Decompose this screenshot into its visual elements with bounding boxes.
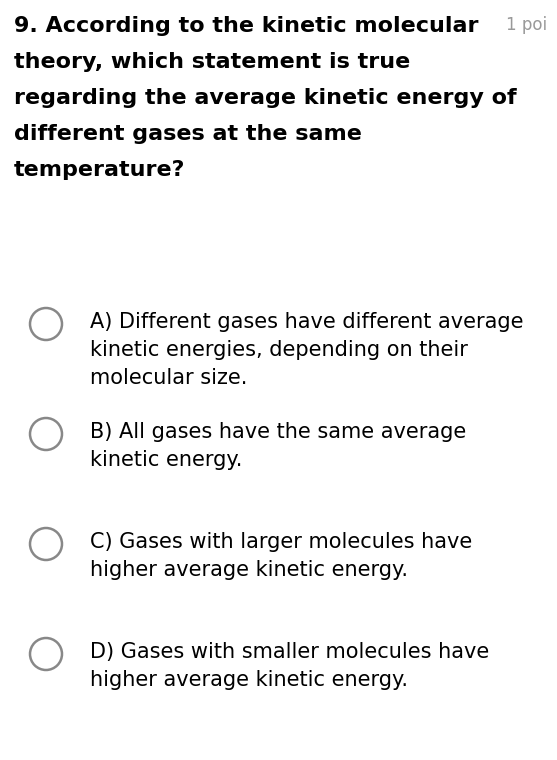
Text: 1 poi: 1 poi [506, 16, 547, 34]
Text: theory, which statement is true: theory, which statement is true [14, 52, 411, 72]
Text: A) Different gases have different average: A) Different gases have different averag… [90, 312, 524, 332]
Text: B) All gases have the same average: B) All gases have the same average [90, 422, 466, 442]
Text: temperature?: temperature? [14, 160, 185, 180]
Text: molecular size.: molecular size. [90, 368, 247, 388]
Text: D) Gases with smaller molecules have: D) Gases with smaller molecules have [90, 642, 489, 662]
Text: higher average kinetic energy.: higher average kinetic energy. [90, 670, 408, 690]
Text: kinetic energy.: kinetic energy. [90, 450, 242, 470]
Text: higher average kinetic energy.: higher average kinetic energy. [90, 560, 408, 580]
Text: regarding the average kinetic energy of: regarding the average kinetic energy of [14, 88, 517, 108]
Text: different gases at the same: different gases at the same [14, 124, 362, 144]
Text: 9. According to the kinetic molecular: 9. According to the kinetic molecular [14, 16, 478, 36]
Text: kinetic energies, depending on their: kinetic energies, depending on their [90, 340, 468, 360]
Text: C) Gases with larger molecules have: C) Gases with larger molecules have [90, 532, 472, 552]
